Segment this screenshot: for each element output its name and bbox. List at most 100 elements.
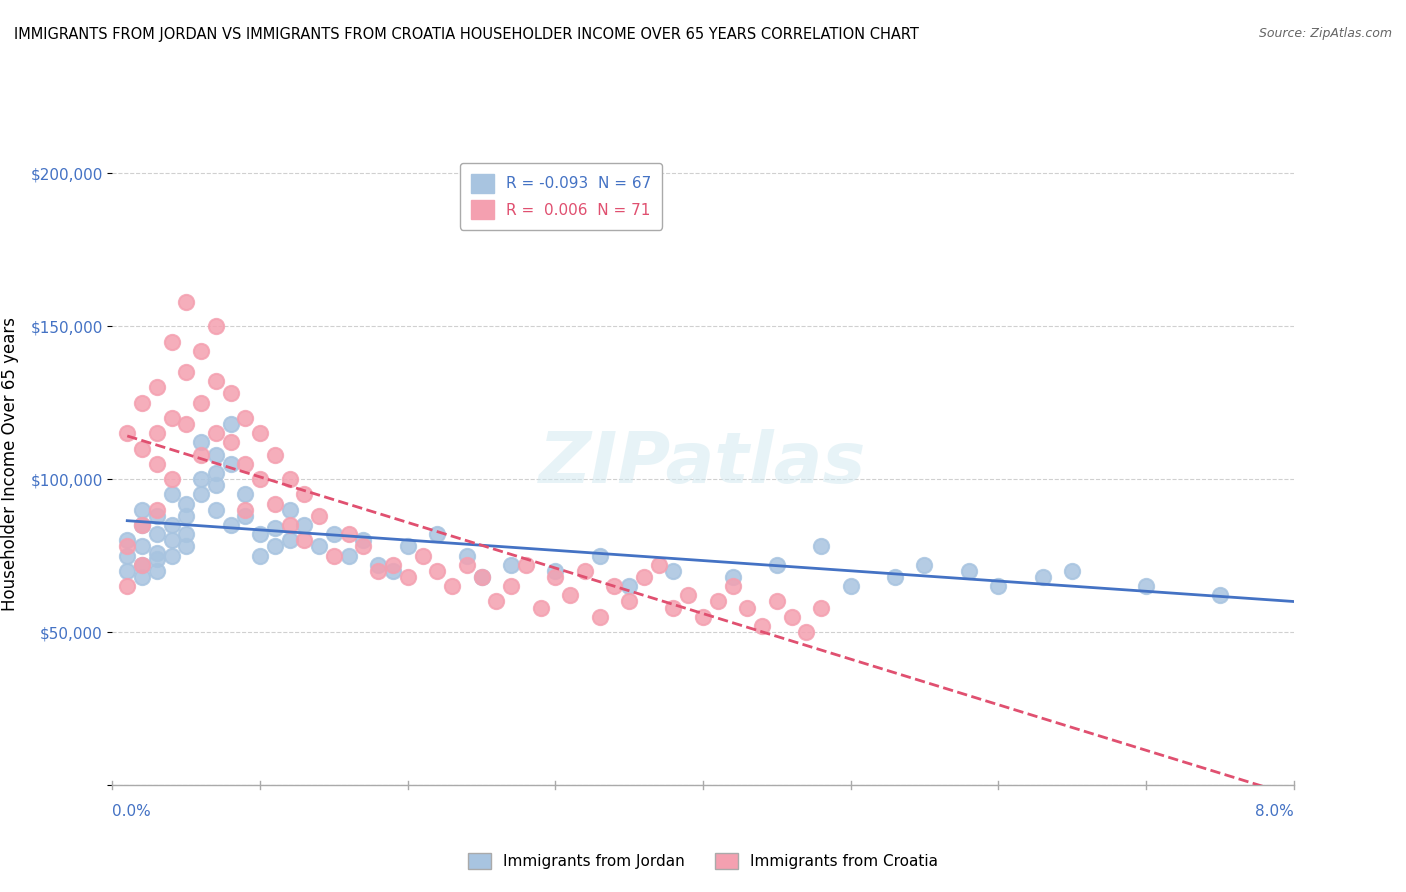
Point xyxy=(337,549,360,563)
Point xyxy=(721,570,744,584)
Point xyxy=(619,594,641,608)
Point xyxy=(323,549,346,563)
Point xyxy=(233,457,256,471)
Point xyxy=(501,558,523,572)
Point xyxy=(190,448,212,462)
Point xyxy=(160,549,183,563)
Point xyxy=(352,540,374,554)
Point xyxy=(146,527,169,541)
Point xyxy=(205,319,228,334)
Point xyxy=(957,564,980,578)
Point xyxy=(367,558,389,572)
Point xyxy=(160,518,183,533)
Point xyxy=(190,395,212,409)
Point xyxy=(515,558,537,572)
Point xyxy=(707,594,730,608)
Text: ZIPatlas: ZIPatlas xyxy=(540,429,866,499)
Point xyxy=(278,518,301,533)
Point xyxy=(810,540,832,554)
Point xyxy=(117,579,138,593)
Point xyxy=(441,579,464,593)
Point xyxy=(278,502,301,516)
Point xyxy=(619,579,641,593)
Point xyxy=(146,564,169,578)
Point xyxy=(131,395,153,409)
Point xyxy=(501,579,523,593)
Point xyxy=(721,579,744,593)
Point xyxy=(233,411,256,425)
Point xyxy=(160,334,183,349)
Point xyxy=(146,551,169,566)
Point xyxy=(839,579,862,593)
Point xyxy=(160,533,183,548)
Point xyxy=(131,570,153,584)
Point xyxy=(174,417,197,431)
Point xyxy=(146,502,169,516)
Legend: Immigrants from Jordan, Immigrants from Croatia: Immigrants from Jordan, Immigrants from … xyxy=(461,847,945,875)
Point xyxy=(292,487,315,501)
Point xyxy=(205,502,228,516)
Point xyxy=(117,426,138,441)
Point xyxy=(146,457,169,471)
Point xyxy=(662,564,685,578)
Point xyxy=(249,426,271,441)
Point xyxy=(633,570,655,584)
Point xyxy=(544,570,567,584)
Point xyxy=(292,518,315,533)
Point xyxy=(131,442,153,456)
Point xyxy=(471,570,494,584)
Point xyxy=(308,508,330,523)
Point xyxy=(456,558,478,572)
Point xyxy=(233,508,256,523)
Point xyxy=(1062,564,1084,578)
Point xyxy=(131,518,153,533)
Legend: R = -0.093  N = 67, R =  0.006  N = 71: R = -0.093 N = 67, R = 0.006 N = 71 xyxy=(460,163,662,229)
Point xyxy=(529,600,551,615)
Point xyxy=(233,487,256,501)
Point xyxy=(426,564,449,578)
Point xyxy=(117,564,138,578)
Point xyxy=(884,570,907,584)
Point xyxy=(174,365,197,379)
Point xyxy=(205,374,228,388)
Point xyxy=(249,472,271,486)
Point xyxy=(278,533,301,548)
Point xyxy=(382,558,405,572)
Point xyxy=(456,549,478,563)
Point xyxy=(264,521,287,535)
Point xyxy=(603,579,626,593)
Point xyxy=(292,533,315,548)
Point xyxy=(131,540,153,554)
Point xyxy=(780,609,803,624)
Point xyxy=(219,457,242,471)
Point xyxy=(174,540,197,554)
Point xyxy=(190,435,212,450)
Point xyxy=(264,448,287,462)
Point xyxy=(647,558,671,572)
Point xyxy=(190,487,212,501)
Point xyxy=(160,411,183,425)
Point xyxy=(396,540,419,554)
Point xyxy=(174,527,197,541)
Point xyxy=(737,600,759,615)
Point xyxy=(249,527,271,541)
Point xyxy=(544,564,567,578)
Point xyxy=(174,294,197,309)
Point xyxy=(117,533,138,548)
Point xyxy=(264,497,287,511)
Text: 0.0%: 0.0% xyxy=(112,805,152,819)
Point xyxy=(796,625,818,640)
Point xyxy=(987,579,1010,593)
Point xyxy=(131,558,153,572)
Text: IMMIGRANTS FROM JORDAN VS IMMIGRANTS FROM CROATIA HOUSEHOLDER INCOME OVER 65 YEA: IMMIGRANTS FROM JORDAN VS IMMIGRANTS FRO… xyxy=(14,27,920,42)
Point xyxy=(810,600,832,615)
Point xyxy=(337,527,360,541)
Point xyxy=(190,472,212,486)
Point xyxy=(278,472,301,486)
Point xyxy=(1032,570,1054,584)
Point xyxy=(160,472,183,486)
Point xyxy=(146,380,169,394)
Point xyxy=(131,502,153,516)
Point xyxy=(308,540,330,554)
Point xyxy=(412,549,434,563)
